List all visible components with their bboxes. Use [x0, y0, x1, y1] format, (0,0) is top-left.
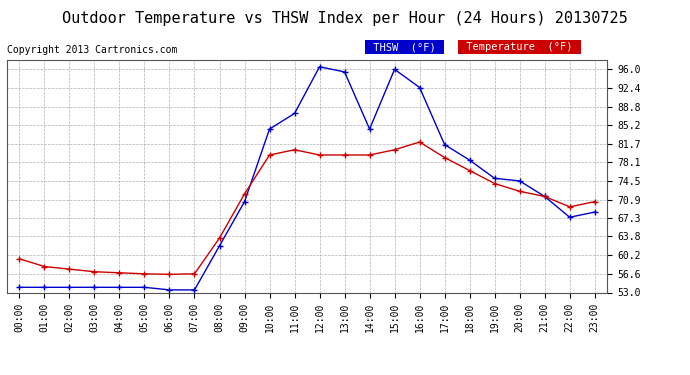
- Text: Copyright 2013 Cartronics.com: Copyright 2013 Cartronics.com: [7, 45, 177, 55]
- Text: THSW  (°F): THSW (°F): [367, 42, 442, 52]
- Text: Temperature  (°F): Temperature (°F): [460, 42, 579, 52]
- Text: Outdoor Temperature vs THSW Index per Hour (24 Hours) 20130725: Outdoor Temperature vs THSW Index per Ho…: [62, 11, 628, 26]
